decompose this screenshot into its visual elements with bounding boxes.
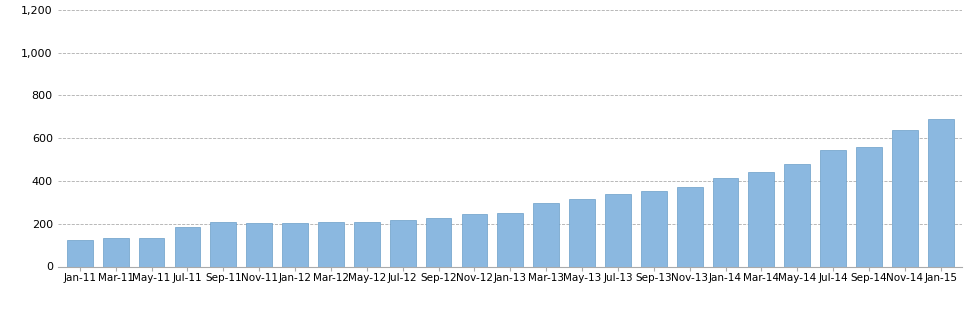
Bar xyxy=(712,178,739,266)
Bar xyxy=(498,213,523,266)
Bar xyxy=(892,130,918,266)
Bar xyxy=(103,238,128,266)
Bar xyxy=(748,172,775,266)
Bar xyxy=(426,218,451,266)
Bar xyxy=(246,223,272,266)
Bar xyxy=(318,222,344,266)
Bar xyxy=(641,190,667,266)
Bar xyxy=(210,222,236,266)
Bar xyxy=(354,222,380,266)
Bar xyxy=(784,164,811,266)
Bar xyxy=(605,194,631,266)
Bar xyxy=(282,223,308,266)
Bar xyxy=(462,214,487,266)
Bar xyxy=(928,119,954,266)
Bar xyxy=(390,220,416,266)
Bar xyxy=(67,240,92,266)
Bar xyxy=(820,150,846,266)
Bar xyxy=(856,147,882,266)
Bar xyxy=(139,238,164,266)
Bar xyxy=(175,227,200,266)
Bar xyxy=(534,203,559,266)
Bar xyxy=(677,187,703,266)
Bar xyxy=(570,199,595,266)
